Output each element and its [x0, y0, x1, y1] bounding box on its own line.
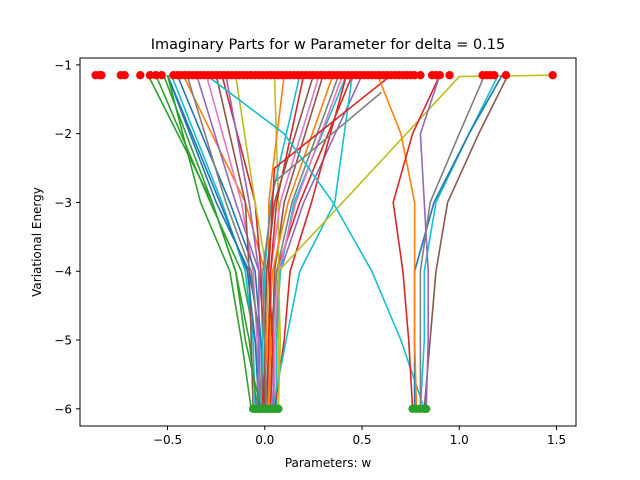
series-lines [147, 74, 553, 410]
series-line-40 [392, 74, 441, 409]
end-point-7 [151, 71, 161, 80]
series-line-38 [423, 74, 509, 409]
end-point-82 [548, 71, 557, 80]
x-axis: −0.5 0.0 0.5 1.0 1.5 [153, 426, 566, 447]
series-line-23 [225, 75, 260, 409]
x-tick-label-3: 1.0 [450, 433, 469, 447]
series-line-27 [260, 75, 301, 409]
series-line-33 [277, 74, 553, 409]
y-tick-label-0: −1 [54, 58, 72, 72]
end-point-4 [120, 71, 129, 80]
series-line-32 [267, 74, 392, 409]
series-line-31 [261, 91, 383, 409]
end-point-81 [501, 71, 511, 80]
end-point-71 [410, 71, 419, 80]
end-point-72 [416, 71, 425, 80]
series-line-30 [271, 75, 354, 409]
y-tick-label-3: −4 [54, 265, 72, 279]
series-line-41 [419, 74, 441, 409]
end-point-5 [136, 71, 145, 80]
series-line-20 [166, 74, 260, 409]
x-tick-label-2: 0.5 [352, 433, 371, 447]
x-tick-label-0: −0.5 [153, 433, 182, 447]
series-markers [91, 71, 557, 413]
x-axis-label: Parameters: w [285, 456, 372, 470]
end-point-80 [490, 71, 499, 80]
plot-frame [79, 57, 577, 427]
series-line-24 [166, 74, 252, 409]
series-line-17 [186, 74, 262, 409]
y-tick-label-1: −2 [54, 127, 72, 141]
end-point-76 [445, 71, 454, 80]
end-point-6 [145, 71, 155, 80]
y-axis-label: Variational Energy [30, 187, 44, 297]
series-line-28 [147, 74, 262, 409]
y-tick-label-5: −6 [54, 402, 72, 416]
series-line-34 [205, 74, 426, 410]
x-tick-label-4: 1.5 [547, 433, 566, 447]
end-point-2 [97, 71, 106, 80]
series-line-15 [215, 75, 254, 409]
series-line-9 [170, 74, 256, 409]
series-line-39 [376, 74, 418, 409]
y-axis: −1 −2 −3 −4 −5 −6 [54, 58, 80, 416]
x-tick-label-1: 0.0 [255, 433, 274, 447]
end-point-8 [157, 71, 166, 80]
y-tick-label-2: −3 [54, 196, 72, 210]
chart-title: Imaginary Parts for w Parameter for delt… [151, 37, 506, 53]
series-line-35 [419, 74, 499, 409]
start-point-18 [422, 404, 431, 413]
series-line-37 [419, 74, 486, 409]
y-tick-label-4: −5 [54, 334, 72, 348]
end-point-75 [435, 71, 444, 80]
start-point-13 [274, 404, 283, 413]
